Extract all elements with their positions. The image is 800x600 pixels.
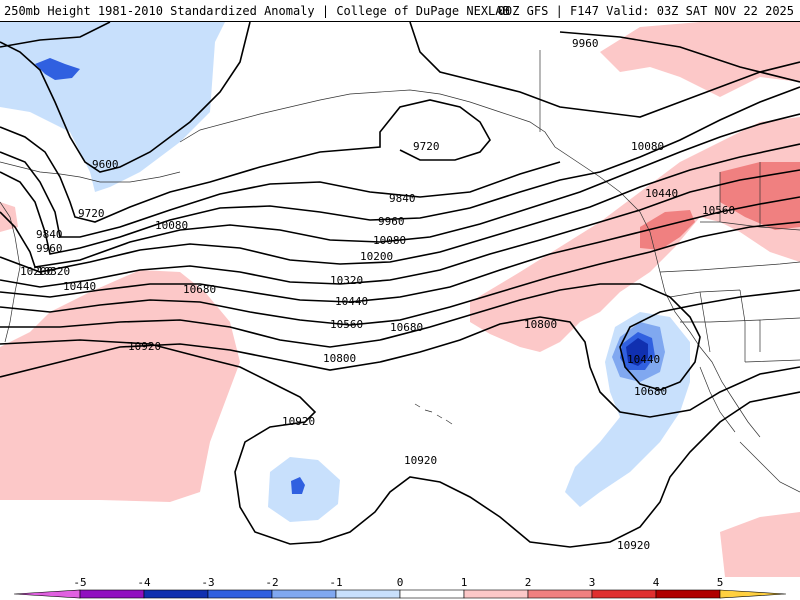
contour-label: 9720	[78, 207, 105, 220]
colorbar-tick-label: -4	[137, 577, 151, 589]
geography-outlines	[0, 50, 800, 493]
contour-9840	[0, 151, 561, 238]
colorbar-tick-label: 4	[653, 577, 660, 589]
contour-9960	[0, 86, 800, 255]
contour-label: 10320	[37, 265, 70, 278]
contour-label: 10440	[627, 353, 660, 366]
contour-label: 10920	[282, 415, 315, 428]
contour-label: 10560	[702, 204, 735, 217]
contour-label: 9960	[378, 215, 405, 228]
colorbar-tick-label: -5	[73, 577, 86, 589]
us-canada-border	[659, 261, 800, 273]
contour-label: 9840	[389, 192, 416, 205]
contour-label: 10440	[63, 280, 96, 293]
neg-anomaly-core-bering	[35, 58, 80, 80]
contour-label: 10200	[360, 250, 393, 263]
neg-anomaly-hawaii-core	[291, 477, 305, 494]
pos-anomaly-northeast-pacific	[470, 117, 800, 352]
contour-10800	[0, 316, 800, 418]
contour-9720-west	[0, 99, 491, 223]
contour-10320	[0, 169, 800, 288]
siberia-coast	[0, 201, 21, 343]
colorbar-tick-labels: -5 -4 -3 -2 -1 0 1 2 3 4 5	[73, 577, 723, 589]
contour-label: 10800	[524, 318, 557, 331]
contour-label: 10920	[128, 340, 161, 353]
anomaly-map: 9960 9720 9600 10080 9720 9840 9840 9960…	[0, 22, 800, 577]
contour-label: 9960	[36, 242, 63, 255]
anomaly-colorbar: -5 -4 -3 -2 -1 0 1 2 3 4 5	[0, 577, 800, 600]
contour-9600	[0, 22, 251, 173]
contour-label: 10560	[330, 318, 363, 331]
west-coast-na	[639, 211, 761, 438]
neg-anomaly-hawaii-low	[268, 457, 340, 522]
colorbar-swatch	[79, 589, 145, 599]
contour-10080	[0, 113, 800, 268]
contour-10440	[0, 196, 800, 303]
colorbar-tick-label: -3	[201, 577, 214, 589]
contour-9600-bering-north	[0, 22, 111, 48]
contour-10200	[0, 143, 800, 273]
pos-anomaly-strong-northwest	[640, 210, 695, 250]
contour-labels: 9960 9720 9600 10080 9720 9840 9840 9960…	[20, 37, 735, 552]
canada-lines	[700, 162, 800, 231]
contour-label: 9720	[413, 140, 440, 153]
pos-anomaly-pacific-west	[0, 270, 240, 502]
map-header: 250mb Height 1981-2010 Standardized Anom…	[0, 0, 800, 22]
colorbar-swatch	[143, 589, 209, 599]
contour-10560	[0, 221, 800, 326]
contour-label: 10080	[631, 140, 664, 153]
aleutian-islands	[0, 161, 181, 183]
contour-label: 10440	[335, 295, 368, 308]
colorbar-swatch	[207, 589, 273, 599]
contour-label: 10680	[183, 283, 216, 296]
colorbar-swatch	[655, 589, 721, 599]
contour-label: 10920	[404, 454, 437, 467]
contour-label: 10680	[634, 385, 667, 398]
colorbar-swatch	[527, 589, 593, 599]
colorbar-swatch	[399, 589, 465, 599]
anomaly-shading	[0, 22, 800, 577]
colorbar-tick-label: 3	[589, 577, 596, 589]
colorbar-swatch	[335, 589, 401, 599]
colorbar-tick-label: 0	[397, 577, 404, 589]
alaska-coastline	[179, 89, 641, 213]
colorbar-bar	[13, 589, 787, 599]
colorbar-tick-label: 5	[717, 577, 724, 589]
colorbar-swatch	[13, 589, 81, 599]
height-contours	[0, 22, 800, 548]
colorbar-swatch	[271, 589, 337, 599]
contour-label: 10920	[617, 539, 650, 552]
contour-label: 10320	[330, 274, 363, 287]
colorbar-swatch	[463, 589, 529, 599]
neg-anomaly-california-core	[626, 338, 648, 366]
contour-northern-arc	[409, 22, 800, 118]
contour-label: 10080	[373, 234, 406, 247]
colorbar-tick-label: -1	[329, 577, 342, 589]
mexico-coast	[699, 366, 800, 493]
colorbar-tick-label: 2	[525, 577, 532, 589]
us-state-lines	[669, 289, 800, 363]
colorbar-tick-label: -2	[265, 577, 278, 589]
colorbar-swatch	[591, 589, 657, 599]
contour-10680	[0, 283, 800, 391]
contour-label: 9600	[92, 158, 119, 171]
contour-label: 10800	[323, 352, 356, 365]
hawaii-islands	[414, 403, 453, 425]
contour-label: 10200	[20, 265, 53, 278]
pos-anomaly-southeast	[720, 512, 800, 577]
contour-label: 9960	[572, 37, 599, 50]
contour-10920-north	[0, 339, 800, 548]
colorbar-swatch	[719, 589, 787, 599]
model-valid-time: 00Z GFS | F147 Valid: 03Z SAT NOV 22 202…	[497, 4, 794, 18]
contour-label: 10440	[645, 187, 678, 200]
contour-label: 10080	[155, 219, 188, 232]
contour-label: 9840	[36, 228, 63, 241]
map-title: 250mb Height 1981-2010 Standardized Anom…	[4, 4, 510, 18]
colorbar-tick-label: 1	[461, 577, 468, 589]
contour-label: 10680	[390, 321, 423, 334]
pos-anomaly-north-canada	[600, 22, 800, 97]
